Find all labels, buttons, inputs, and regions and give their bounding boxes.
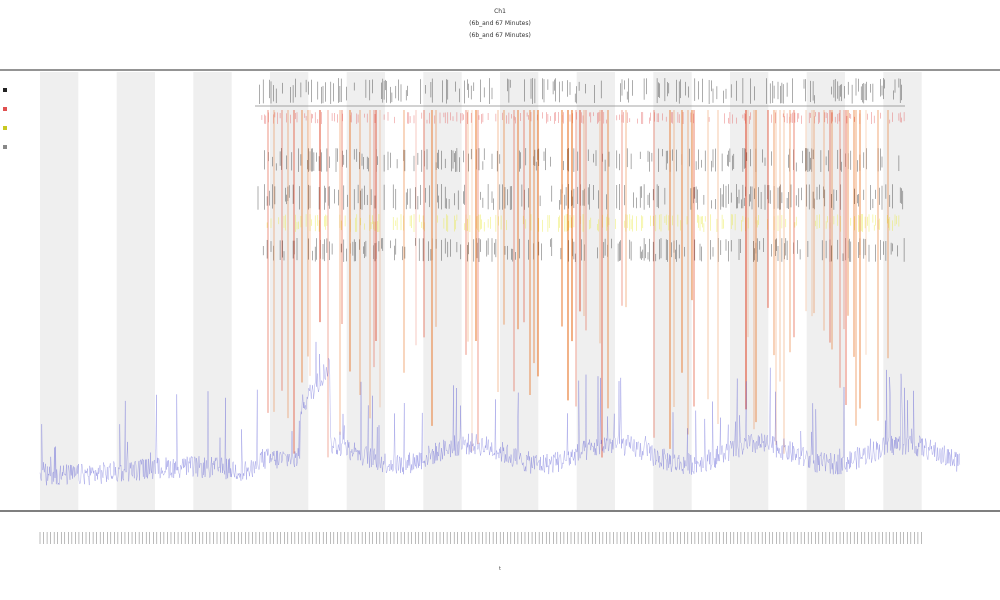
marker-track	[266, 214, 900, 232]
band-shade	[423, 72, 462, 510]
signal-trace	[39, 341, 960, 486]
legend-item	[3, 137, 9, 156]
chart-title: Ch1 (6b_and 67 Minutes) (6b_and 67 Minut…	[0, 6, 1000, 42]
legend-item	[3, 99, 9, 118]
band-shade	[653, 72, 692, 510]
legend-item	[3, 80, 9, 99]
legend-swatch	[3, 87, 7, 92]
x-axis-label: t	[499, 566, 501, 572]
title-line-1: Ch1	[494, 8, 506, 15]
legend	[3, 80, 9, 156]
marker-track	[262, 238, 905, 262]
band-shade	[116, 72, 155, 510]
title-line-3: (6b_and 67 Minutes)	[469, 32, 531, 39]
band-shade	[40, 72, 79, 510]
marker-track	[257, 184, 904, 210]
x-tick-labels	[39, 532, 922, 544]
marker-track	[259, 78, 902, 104]
legend-swatch	[3, 144, 7, 149]
band-shade	[500, 72, 539, 510]
legend-swatch	[3, 106, 7, 111]
band-shade	[346, 72, 385, 510]
legend-swatch	[3, 125, 7, 130]
activity-lines	[267, 110, 889, 458]
band-shade	[193, 72, 232, 510]
signal-line	[39, 341, 960, 486]
title-line-2: (6b_and 67 Minutes)	[469, 20, 531, 27]
background-bands	[40, 72, 922, 510]
legend-item	[3, 118, 9, 137]
